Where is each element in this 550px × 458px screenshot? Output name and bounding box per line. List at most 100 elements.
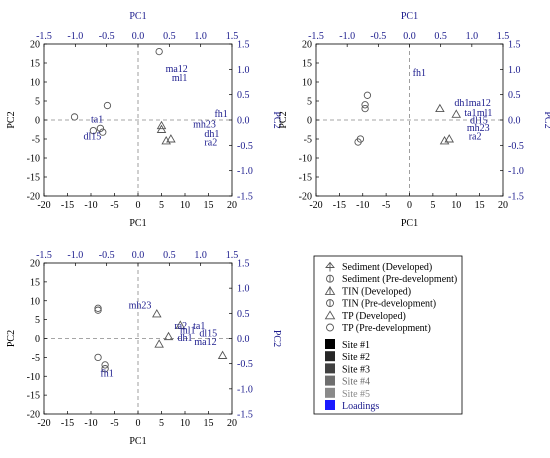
y-tick-label: -5: [32, 135, 40, 146]
y-tick-label: -20: [27, 192, 40, 203]
data-point-circle: [89, 126, 98, 135]
top-tick-label: 0.0: [132, 250, 145, 261]
data-point-circle: [103, 101, 112, 110]
top-tick-label: 0.0: [132, 31, 145, 42]
y-tick-label: 20: [30, 259, 40, 270]
legend-label: TP (Developed): [342, 311, 406, 322]
right-tick-label: 0.5: [508, 90, 521, 101]
chart-panels: -20 -15 -10 -5 0 5 10 15 20 20 15 10 5 0 -5 -10 -15 -20 -1…: [6, 11, 550, 447]
x-tick-label: -20: [37, 418, 50, 429]
y-tick-label: 20: [30, 40, 40, 51]
data-point-triangle: [163, 331, 174, 341]
loading-label: ma12: [194, 337, 216, 348]
loading-label: ta1: [193, 321, 205, 332]
x-tick-label: 15: [204, 200, 214, 211]
right-tick-label: 1.5: [508, 40, 521, 51]
legend: Sediment (Developed)Sediment (Pre-develo…: [313, 255, 463, 415]
y-tick-label: 5: [35, 97, 40, 108]
loading-label: ra2: [469, 131, 482, 142]
loading-label: mh23: [193, 120, 216, 131]
x-tick-label: 10: [180, 418, 190, 429]
site-swatch: [325, 363, 335, 374]
data-point-circle: [101, 365, 109, 373]
x-tick-label: -15: [333, 200, 346, 211]
top-tick-label: -1.5: [36, 250, 52, 261]
x-tick-label: 20: [498, 200, 508, 211]
y-axis-label: PC2: [278, 111, 289, 128]
data-point-triangle: [156, 120, 167, 130]
data-point-circle: [361, 104, 369, 113]
y-axis-label: PC2: [6, 111, 17, 128]
top-tick-label: -0.5: [370, 31, 386, 42]
top-tick-label: 0.0: [403, 31, 416, 42]
legend-label: TIN (Developed): [342, 286, 411, 297]
y-tick-label: 5: [307, 97, 312, 108]
right-tick-label: 0.5: [237, 309, 250, 320]
loading-label: dl15: [470, 116, 488, 127]
triangle-icon: [324, 310, 336, 320]
data-point-triangle: [166, 134, 176, 143]
top-tick-label: 1.0: [194, 31, 207, 42]
data-point-circle: [94, 304, 102, 312]
top-tick-label: 0.5: [163, 250, 176, 261]
data-point-circle: [99, 128, 107, 136]
legend-item-5: TP (Developed): [324, 310, 406, 322]
legend-item-4: TIN (Pre-development): [326, 299, 436, 310]
data-point-circle: [70, 113, 79, 121]
loading-label: fh1: [214, 109, 227, 120]
legend-site-2: Site #2: [325, 351, 370, 363]
x-tick-label: 0: [136, 200, 141, 211]
right-tick-label: -1.0: [237, 384, 253, 395]
x-tick-label: -5: [110, 200, 118, 211]
site-label: Site #3: [342, 364, 370, 375]
legend-site-6: Loadings: [325, 400, 379, 412]
loading-label: ml1: [180, 325, 196, 336]
data-point-triangle: [444, 134, 455, 143]
loading-label: mh23: [467, 123, 490, 134]
y-tick-label: -10: [27, 154, 40, 165]
x-tick-label: -20: [37, 200, 50, 211]
data-point-circle: [155, 47, 163, 56]
data-point-circle: [94, 353, 102, 362]
y-tick-label: -5: [32, 353, 40, 364]
legend-label: TP (Pre-development): [342, 323, 431, 334]
x-tick-label: 10: [451, 200, 461, 211]
y-tick-label: 15: [30, 59, 40, 70]
loading-label: fh1: [413, 68, 426, 79]
data-point-triangle: [217, 350, 228, 359]
site-swatch: [325, 351, 335, 362]
y-tick-label: 10: [30, 78, 40, 89]
data-point-triangle: [435, 103, 445, 113]
loading-label: dh1: [177, 333, 192, 344]
top-axis-label: PC1: [401, 11, 418, 22]
site-swatch: [325, 400, 335, 410]
top-tick-label: -1.5: [36, 31, 52, 42]
legend-site-1: Site #1: [325, 339, 370, 351]
y-tick-label: -15: [27, 173, 40, 184]
x-tick-label: -10: [84, 418, 97, 429]
data-point-circle: [94, 306, 102, 314]
data-point-triangle: [152, 309, 162, 318]
legend-box: [313, 255, 463, 415]
y-tick-label: 10: [302, 78, 312, 89]
x-tick-label: -15: [61, 418, 74, 429]
right-tick-label: 1.5: [237, 40, 250, 51]
data-point-circle: [361, 101, 369, 109]
legend-item-6: TP (Pre-development): [326, 323, 431, 334]
y-tick-label: -5: [304, 135, 312, 146]
x-tick-label: -20: [309, 200, 322, 211]
x-tick-label: 15: [204, 418, 214, 429]
right-tick-label: 1.0: [237, 65, 250, 76]
top-tick-label: -0.5: [99, 31, 115, 42]
data-point-triangle: [451, 109, 462, 118]
y-tick-label: -10: [27, 372, 40, 383]
site-label: Site #1: [342, 340, 370, 351]
x-tick-label: -10: [356, 200, 369, 211]
x-tick-label: 15: [475, 200, 485, 211]
loading-label: dl15: [199, 328, 217, 339]
data-point-circle: [354, 138, 362, 146]
legend-site-3: Site #3: [325, 363, 370, 375]
y-tick-label: 20: [302, 40, 312, 51]
top-tick-label: -1.0: [67, 31, 83, 42]
